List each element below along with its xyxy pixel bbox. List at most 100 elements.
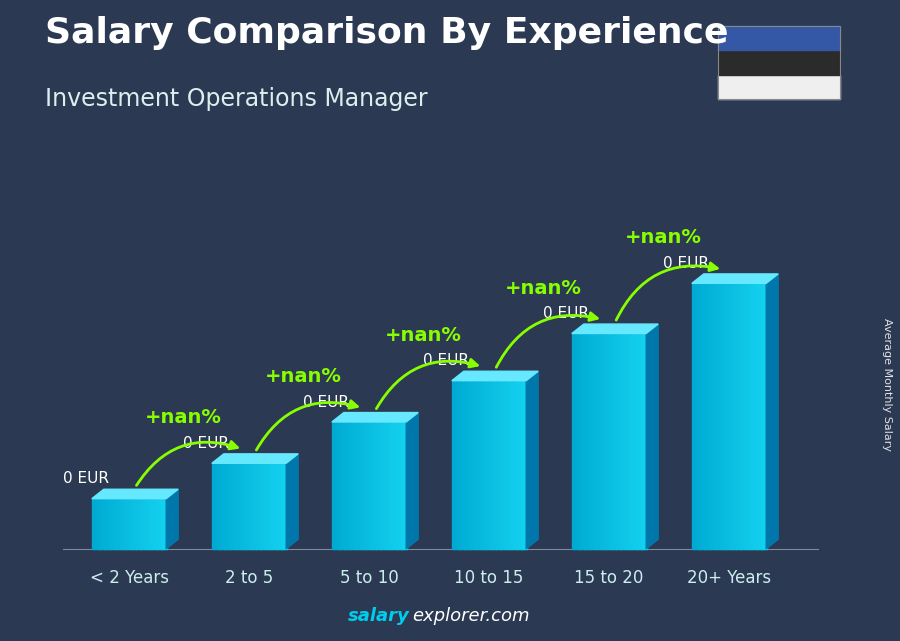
Bar bbox=[115, 499, 117, 549]
Bar bbox=[248, 463, 249, 549]
Bar bbox=[107, 499, 108, 549]
Bar bbox=[505, 381, 507, 549]
Polygon shape bbox=[92, 489, 178, 499]
Bar bbox=[362, 422, 364, 549]
Bar bbox=[374, 422, 375, 549]
Bar bbox=[225, 463, 227, 549]
Bar bbox=[382, 422, 383, 549]
Bar bbox=[614, 333, 616, 549]
Bar bbox=[342, 422, 343, 549]
Bar bbox=[463, 381, 464, 549]
Bar bbox=[104, 499, 106, 549]
Bar bbox=[394, 422, 395, 549]
Bar bbox=[122, 499, 123, 549]
Bar bbox=[494, 381, 496, 549]
Bar bbox=[465, 381, 467, 549]
Bar bbox=[398, 422, 399, 549]
Bar bbox=[507, 381, 508, 549]
Bar bbox=[630, 333, 632, 549]
Bar bbox=[611, 333, 613, 549]
Bar bbox=[601, 333, 603, 549]
Bar bbox=[479, 381, 481, 549]
Bar bbox=[276, 463, 278, 549]
Bar bbox=[457, 381, 458, 549]
Bar bbox=[581, 333, 583, 549]
Bar bbox=[401, 422, 403, 549]
Bar bbox=[256, 463, 258, 549]
Bar bbox=[471, 381, 472, 549]
Text: explorer.com: explorer.com bbox=[412, 607, 530, 625]
Bar bbox=[750, 283, 751, 549]
Bar bbox=[468, 381, 470, 549]
Bar bbox=[626, 333, 628, 549]
Bar bbox=[744, 283, 745, 549]
Bar bbox=[464, 381, 466, 549]
Bar bbox=[693, 283, 695, 549]
Bar bbox=[624, 333, 625, 549]
Bar bbox=[518, 381, 519, 549]
Bar bbox=[379, 422, 381, 549]
Text: 0 EUR: 0 EUR bbox=[543, 306, 589, 321]
Bar bbox=[644, 333, 645, 549]
Bar bbox=[237, 463, 239, 549]
Bar bbox=[728, 283, 729, 549]
Bar bbox=[150, 499, 152, 549]
Bar bbox=[645, 333, 646, 549]
Bar bbox=[230, 463, 232, 549]
Bar bbox=[247, 463, 248, 549]
Bar bbox=[134, 499, 136, 549]
Bar bbox=[719, 283, 721, 549]
Bar bbox=[339, 422, 341, 549]
Bar bbox=[395, 422, 397, 549]
Bar bbox=[114, 499, 116, 549]
Bar bbox=[718, 75, 840, 99]
Bar bbox=[729, 283, 731, 549]
Bar bbox=[261, 463, 263, 549]
Bar bbox=[101, 499, 102, 549]
Bar bbox=[608, 333, 609, 549]
Bar bbox=[388, 422, 389, 549]
Bar bbox=[218, 463, 220, 549]
Bar bbox=[236, 463, 237, 549]
Bar bbox=[270, 463, 272, 549]
Polygon shape bbox=[406, 413, 419, 549]
Bar bbox=[231, 463, 233, 549]
Bar bbox=[487, 381, 488, 549]
Bar bbox=[370, 422, 372, 549]
Bar bbox=[508, 381, 509, 549]
Bar bbox=[754, 283, 755, 549]
Bar bbox=[458, 381, 460, 549]
Bar bbox=[742, 283, 744, 549]
Bar bbox=[511, 381, 513, 549]
Bar bbox=[761, 283, 763, 549]
Bar bbox=[400, 422, 401, 549]
Bar bbox=[640, 333, 642, 549]
Bar bbox=[404, 422, 405, 549]
Bar bbox=[338, 422, 339, 549]
Bar bbox=[399, 422, 400, 549]
Bar bbox=[698, 283, 699, 549]
Bar bbox=[155, 499, 157, 549]
Bar bbox=[384, 422, 385, 549]
Bar bbox=[147, 499, 148, 549]
Bar bbox=[710, 283, 712, 549]
Bar bbox=[520, 381, 522, 549]
Bar bbox=[575, 333, 577, 549]
Bar bbox=[706, 283, 708, 549]
Bar bbox=[765, 283, 767, 549]
Bar bbox=[284, 463, 285, 549]
Bar bbox=[97, 499, 98, 549]
Bar bbox=[221, 463, 223, 549]
Bar bbox=[125, 499, 127, 549]
Bar bbox=[583, 333, 585, 549]
Bar bbox=[760, 283, 761, 549]
Bar bbox=[585, 333, 587, 549]
Text: +nan%: +nan% bbox=[265, 367, 341, 386]
Bar bbox=[462, 381, 464, 549]
Bar bbox=[521, 381, 523, 549]
Bar bbox=[523, 381, 524, 549]
Bar bbox=[759, 283, 760, 549]
Bar bbox=[234, 463, 236, 549]
Bar bbox=[251, 463, 253, 549]
Bar bbox=[140, 499, 142, 549]
